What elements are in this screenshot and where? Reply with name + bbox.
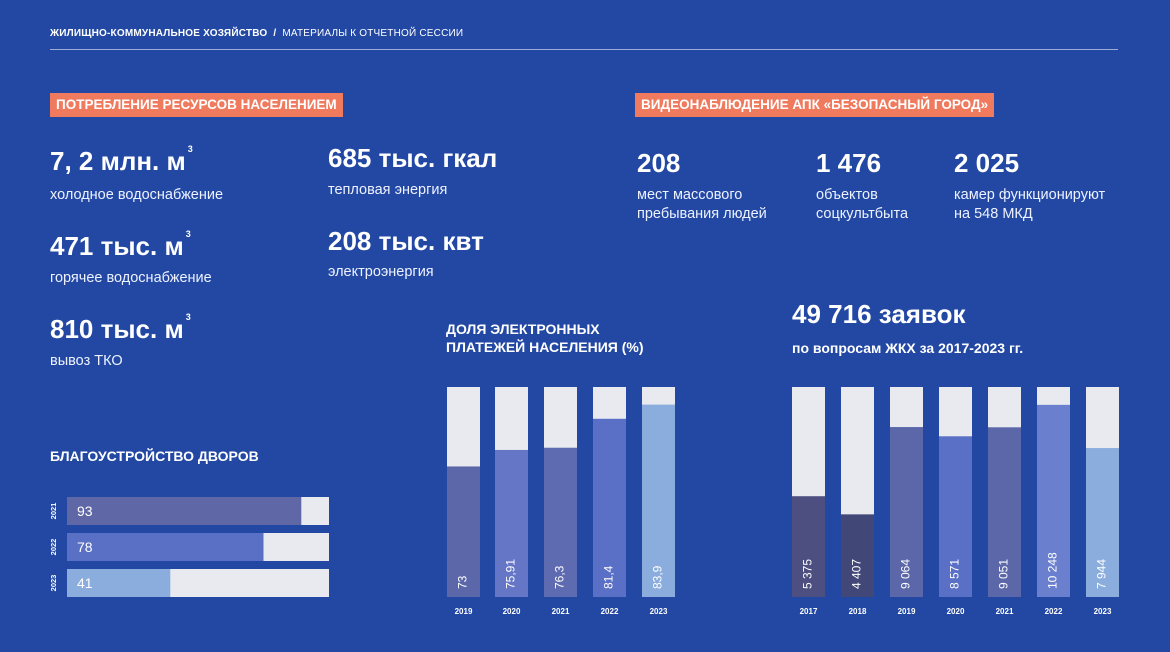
requests-bar-value-label: 7 944	[1095, 559, 1109, 589]
video-stat-label-3: камер функционируют на 548 МКД	[954, 187, 1106, 222]
payments-year-label: 2020	[503, 607, 521, 616]
yards-bar	[67, 497, 302, 525]
payments-year-label: 2019	[455, 607, 473, 616]
requests-year-label: 2019	[898, 607, 916, 616]
requests-label: по вопросам ЖКХ за 2017-2023 гг.	[792, 340, 1024, 356]
payments-bar-value-label: 75,91	[504, 559, 518, 589]
requests-year-label: 2018	[849, 607, 867, 616]
requests-bar	[988, 427, 1021, 597]
breadcrumb-separator: /	[273, 28, 277, 39]
requests-bar-value-label: 4 407	[850, 559, 864, 589]
electricity-label: электроэнергия	[328, 264, 434, 280]
yards-year-label: 2022	[49, 539, 58, 556]
video-stat-label-2: объектов соцкультбыта	[816, 187, 909, 222]
payments-bar-value-label: 83,9	[651, 565, 665, 589]
electricity-value: 208 тыс. квт	[328, 226, 484, 256]
breadcrumb-section: ЖИЛИЩНО-КОММУНАЛЬНОЕ ХОЗЯЙСТВО	[50, 28, 268, 39]
payments-bar	[544, 447, 577, 597]
payments-year-label: 2021	[552, 607, 570, 616]
requests-year-label: 2021	[996, 607, 1014, 616]
requests-bar-value-label: 10 248	[1046, 552, 1060, 589]
breadcrumb: ЖИЛИЩНО-КОММУНАЛЬНОЕ ХОЗЯЙСТВО / МАТЕРИАЛЫ…	[50, 28, 1118, 50]
payments-title: ДОЛЯ ЭЛЕКТРОННЫХ ПЛАТЕЖЕЙ НАСЕЛЕНИЯ (%)	[446, 321, 644, 355]
requests-bar-value-label: 5 375	[801, 559, 815, 589]
payments-bar	[593, 418, 626, 597]
payments-bar	[642, 404, 675, 597]
video-tag: ВИДЕОНАБЛЮДЕНИЕ АПК «БЕЗОПАСНЫЙ ГОРОД»	[635, 93, 995, 117]
payments-year-label: 2022	[601, 607, 619, 616]
requests-bar	[1037, 404, 1070, 597]
video-stat-value-2: 1 476	[816, 148, 882, 178]
requests-bar-value-label: 8 571	[948, 559, 962, 589]
requests-bar	[1086, 448, 1119, 597]
yards-bar-value-label: 41	[77, 575, 93, 591]
yards-bar-value-label: 93	[77, 503, 93, 519]
requests-year-label: 2017	[800, 607, 818, 616]
heat-label: тепловая энергия	[328, 182, 448, 198]
breadcrumb-subsection: МАТЕРИАЛЫ К ОТЧЕТНОЙ СЕССИИ	[282, 28, 464, 39]
payments-bar-value-label: 73	[456, 575, 470, 589]
requests-value: 49 716 заявок	[792, 299, 966, 329]
yards-year-label: 2021	[49, 503, 58, 520]
resources-tag: ПОТРЕБЛЕНИЕ РЕСУРСОВ НАСЕЛЕНИЕМ	[50, 93, 343, 117]
waste-label: вывоз ТКО	[50, 353, 123, 369]
yards-bar	[67, 569, 171, 597]
requests-year-label: 2020	[947, 607, 965, 616]
requests-bar	[939, 436, 972, 597]
payments-bar-value-label: 76,3	[553, 565, 567, 589]
yards-year-label: 2023	[49, 575, 58, 592]
video-stat-label-1: мест массового пребывания людей	[637, 187, 767, 222]
requests-year-label: 2022	[1045, 607, 1063, 616]
requests-bar	[890, 427, 923, 597]
payments-year-label: 2023	[650, 607, 668, 616]
hot-water-label: горячее водоснабжение	[50, 270, 212, 286]
requests-year-label: 2023	[1094, 607, 1112, 616]
payments-bar	[495, 449, 528, 597]
yards-title: БЛАГОУСТРОЙСТВО ДВОРОВ	[50, 448, 259, 464]
yards-bar-value-label: 78	[77, 539, 93, 555]
requests-bar-value-label: 9 064	[899, 559, 913, 589]
payments-bar-value-label: 81,4	[602, 565, 616, 589]
payments-bar	[447, 466, 480, 597]
heat-value: 685 тыс. гкал	[328, 143, 498, 173]
cold-water-label: холодное водоснабжение	[50, 187, 224, 203]
requests-bar-value-label: 9 051	[997, 559, 1011, 589]
requests-bar	[841, 514, 874, 597]
video-stat-value-1: 208	[637, 148, 681, 178]
video-stat-value-3: 2 025	[954, 148, 1020, 178]
requests-bar	[792, 496, 825, 597]
yards-bar	[67, 533, 264, 561]
